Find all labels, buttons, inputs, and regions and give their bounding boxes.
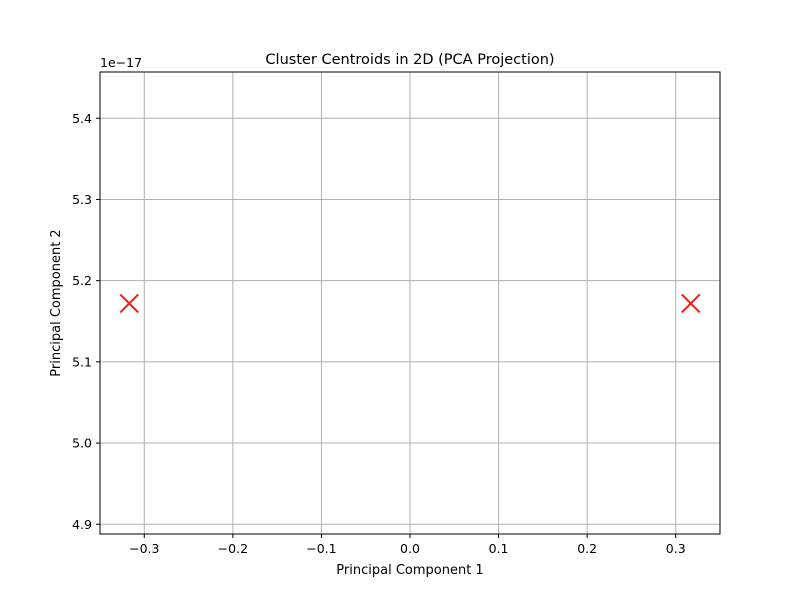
ticks-layer: −0.3 −0.2 −0.1 0.0 0.1 0.2 0.3 4.9 5.0 5.1 5.2 5.3 5… <box>72 111 686 556</box>
centroid-marker <box>119 293 139 314</box>
grid-layer <box>100 72 720 534</box>
y-tick-label: 5.0 <box>72 436 92 451</box>
marks-layer <box>119 293 701 314</box>
x-tick-label: 0.0 <box>400 541 420 556</box>
x-tick-label: 0.1 <box>489 541 509 556</box>
x-tick-label: −0.2 <box>218 541 248 556</box>
y-offset-label: 1e−17 <box>100 55 142 70</box>
centroid-marker <box>681 293 701 314</box>
x-tick-label: −0.3 <box>129 541 159 556</box>
chart-title: Cluster Centroids in 2D (PCA Projection) <box>265 52 554 68</box>
x-axis-label: Principal Component 1 <box>336 563 483 578</box>
x-tick-label: −0.1 <box>306 541 336 556</box>
x-tick-label: 0.2 <box>577 541 597 556</box>
y-tick-label: 4.9 <box>72 517 92 532</box>
x-tick-label: 0.3 <box>666 541 686 556</box>
y-tick-label: 5.3 <box>72 192 92 207</box>
centroid-marker-stroke <box>681 293 701 314</box>
y-tick-label: 5.1 <box>72 354 92 369</box>
y-tick-label: 5.2 <box>72 273 92 288</box>
y-tick-label: 5.4 <box>72 111 92 126</box>
centroid-marker-stroke <box>119 293 139 314</box>
y-axis-label: Principal Component 2 <box>49 229 64 376</box>
